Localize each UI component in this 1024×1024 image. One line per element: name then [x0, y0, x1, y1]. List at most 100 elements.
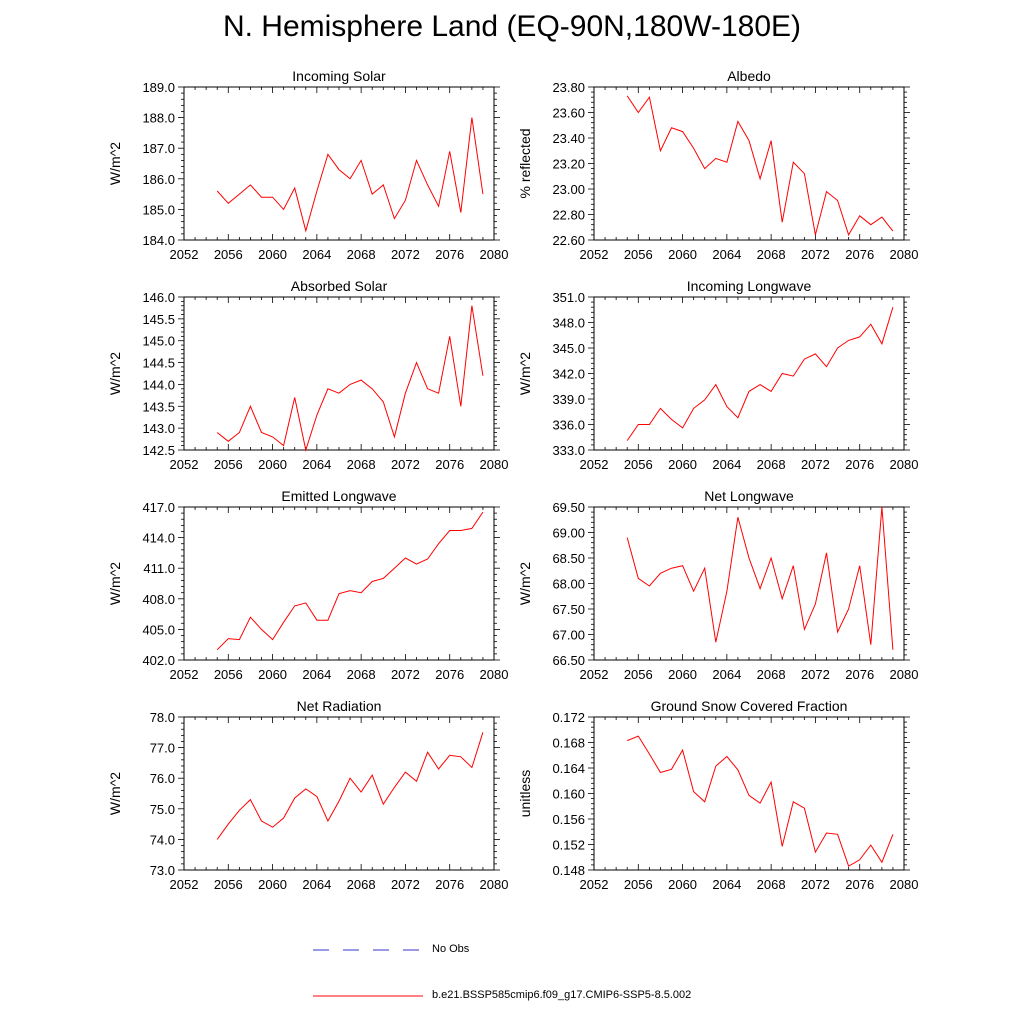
x-tick-label: 2056 [214, 667, 243, 682]
x-tick-label: 2080 [890, 457, 919, 472]
x-tick-label: 2064 [712, 247, 741, 262]
y-axis-label: % reflected [517, 128, 533, 198]
y-tick-label: 339.0 [552, 392, 585, 407]
chart-panel: Net Longwave W/m^2 2052 2056 2060 2064 2068 207… [517, 488, 918, 682]
series-line [216, 732, 484, 840]
y-axis-label: unitless [517, 770, 533, 817]
chart-panel: Albedo % reflected 2052 2056 2060 2064 2068 207… [517, 68, 918, 262]
series-line [626, 95, 894, 237]
x-tick-label: 2072 [391, 457, 420, 472]
y-tick-label: 0.160 [552, 787, 585, 802]
chart-title: Ground Snow Covered Fraction [651, 698, 848, 714]
plot-frame [593, 506, 905, 661]
y-tick-label: 75.0 [150, 802, 175, 817]
x-tick-label: 2060 [668, 667, 697, 682]
x-tick-label: 2072 [391, 877, 420, 892]
x-tick-label: 2072 [801, 877, 830, 892]
chart-title: Albedo [727, 68, 771, 84]
x-tick-label: 2064 [302, 247, 331, 262]
chart-title: Net Longwave [704, 488, 794, 504]
series-line [216, 117, 484, 233]
x-tick-label: 2060 [668, 457, 697, 472]
y-tick-label: 22.80 [552, 208, 585, 223]
y-axis-label: W/m^2 [107, 142, 123, 185]
x-tick-label: 2072 [801, 247, 830, 262]
y-tick-label: 144.0 [142, 377, 175, 392]
x-tick-label: 2068 [347, 877, 376, 892]
y-tick-label: 23.20 [552, 157, 585, 172]
y-tick-label: 187.0 [142, 141, 175, 156]
x-tick-label: 2068 [757, 877, 786, 892]
y-tick-label: 78.0 [150, 710, 175, 725]
x-tick-label: 2052 [580, 457, 609, 472]
x-tick-label: 2052 [580, 877, 609, 892]
y-tick-label: 0.148 [552, 863, 585, 878]
y-tick-label: 145.0 [142, 334, 175, 349]
series-line [626, 506, 894, 650]
chart-title: Incoming Longwave [687, 278, 812, 294]
x-tick-label: 2056 [624, 247, 653, 262]
x-tick-label: 2080 [890, 877, 919, 892]
series-line [216, 511, 484, 651]
x-tick-label: 2072 [801, 667, 830, 682]
chart-panel: Emitted Longwave W/m^2 2052 2056 2060 2064 206… [107, 488, 508, 682]
x-tick-label: 2072 [391, 247, 420, 262]
y-tick-label: 414.0 [142, 531, 175, 546]
y-tick-label: 408.0 [142, 592, 175, 607]
chart-panel: Absorbed Solar W/m^2 2052 2056 2060 2064 2068 2… [107, 278, 508, 472]
y-tick-label: 69.00 [552, 526, 585, 541]
chart-title: Net Radiation [297, 698, 382, 714]
x-tick-label: 2076 [435, 667, 464, 682]
plot-frame [183, 716, 495, 871]
y-tick-label: 0.152 [552, 838, 585, 853]
x-tick-label: 2060 [668, 877, 697, 892]
y-tick-label: 146.0 [142, 290, 175, 305]
x-tick-label: 2060 [258, 667, 287, 682]
y-tick-label: 74.0 [150, 832, 175, 847]
x-tick-label: 2064 [302, 877, 331, 892]
y-tick-label: 345.0 [552, 341, 585, 356]
y-tick-label: 186.0 [142, 172, 175, 187]
y-tick-label: 184.0 [142, 233, 175, 248]
y-tick-label: 417.0 [142, 500, 175, 515]
x-tick-label: 2076 [845, 877, 874, 892]
y-tick-label: 144.5 [142, 356, 175, 371]
y-tick-label: 67.00 [552, 628, 585, 643]
y-tick-label: 69.50 [552, 500, 585, 515]
x-tick-label: 2076 [845, 457, 874, 472]
plot-frame [183, 296, 495, 451]
x-tick-label: 2056 [624, 457, 653, 472]
x-tick-label: 2076 [845, 667, 874, 682]
y-tick-label: 0.156 [552, 812, 585, 827]
y-tick-label: 188.0 [142, 111, 175, 126]
y-axis-label: W/m^2 [517, 352, 533, 395]
x-tick-label: 2064 [302, 667, 331, 682]
chart-title: Absorbed Solar [291, 278, 388, 294]
chart-panel: Net Radiation W/m^2 2052 2056 2060 2064 2068 20… [107, 698, 508, 892]
y-tick-label: 76.0 [150, 771, 175, 786]
x-tick-label: 2060 [258, 877, 287, 892]
y-tick-label: 405.0 [142, 622, 175, 637]
x-tick-label: 2068 [347, 457, 376, 472]
x-tick-label: 2072 [801, 457, 830, 472]
x-tick-label: 2068 [757, 667, 786, 682]
y-tick-label: 185.0 [142, 202, 175, 217]
x-tick-label: 2060 [258, 247, 287, 262]
x-tick-label: 2060 [668, 247, 697, 262]
x-tick-label: 2076 [845, 247, 874, 262]
chart-panel: Ground Snow Covered Fraction unitless 2052… [517, 698, 918, 892]
x-tick-label: 2068 [757, 247, 786, 262]
x-tick-label: 2056 [624, 877, 653, 892]
x-tick-label: 2076 [435, 457, 464, 472]
series-line [627, 735, 894, 867]
x-tick-label: 2052 [580, 667, 609, 682]
y-tick-label: 0.172 [552, 710, 585, 725]
y-tick-label: 23.80 [552, 80, 585, 95]
y-tick-label: 68.00 [552, 577, 585, 592]
y-tick-label: 23.40 [552, 131, 585, 146]
x-tick-label: 2064 [302, 457, 331, 472]
x-tick-label: 2080 [890, 667, 919, 682]
y-tick-label: 411.0 [143, 561, 175, 576]
y-tick-label: 351.0 [552, 290, 585, 305]
x-tick-label: 2080 [480, 877, 509, 892]
